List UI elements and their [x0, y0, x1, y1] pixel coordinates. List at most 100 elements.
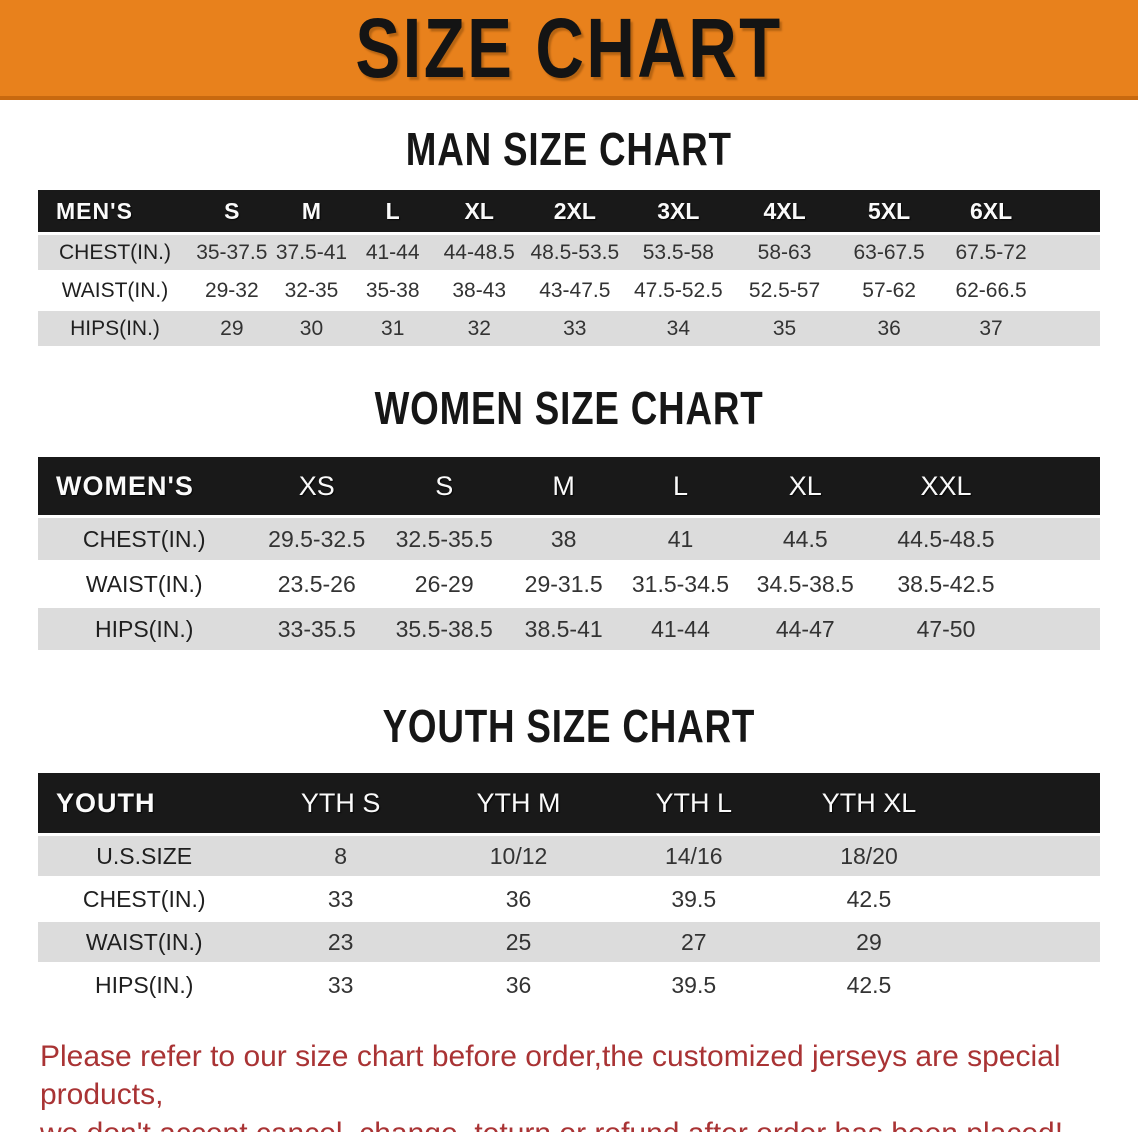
youth-section-title-text: YOUTH SIZE CHART: [382, 700, 756, 752]
column-header: 5XL: [837, 190, 941, 232]
table-cell: 27: [606, 922, 782, 962]
table-cell: 44.5: [738, 518, 872, 560]
table-cell: 44-47: [738, 608, 872, 650]
table-row: CHEST(IN.) 29.5-32.5 32.5-35.5 38 41 44.5 44.5…: [38, 518, 1100, 560]
men-table-header: MEN'S S M L XL 2XL 3XL 4XL 5XL 6XL: [38, 190, 1100, 232]
column-header: 2XL: [524, 190, 626, 232]
table-cell: 30: [271, 311, 352, 346]
table-cell: 10/12: [430, 836, 607, 876]
row-spacer: [1020, 518, 1100, 560]
youth-section-title: YOUTH SIZE CHART: [0, 699, 1138, 753]
men-table-body: CHEST(IN.) 35-37.5 37.5-41 41-44 44-48.5 48.5…: [38, 235, 1100, 346]
header-row: WOMEN'S XS S M L XL XXL: [38, 457, 1100, 515]
table-cell: 8: [250, 836, 431, 876]
women-section-title-text: WOMEN SIZE CHART: [374, 382, 764, 434]
table-cell: 37: [940, 311, 1042, 346]
row-label: CHEST(IN.): [38, 879, 251, 919]
table-cell: 14/16: [606, 836, 782, 876]
table-row: WAIST(IN.) 23.5-26 26-29 29-31.5 31.5-34.5 34…: [38, 563, 1100, 605]
row-spacer: [956, 922, 1100, 962]
table-cell: 18/20: [781, 836, 957, 876]
table-row: CHEST(IN.) 35-37.5 37.5-41 41-44 44-48.5 48.5…: [38, 235, 1100, 270]
table-cell: 33: [250, 965, 431, 1005]
table-cell: 39.5: [606, 879, 782, 919]
table-cell: 42.5: [781, 879, 957, 919]
men-size-table: MEN'S S M L XL 2XL 3XL 4XL 5XL 6XL CHEST(IN.) 35-3…: [38, 187, 1100, 349]
table-cell: 47.5-52.5: [625, 273, 732, 308]
column-header: XL: [434, 190, 525, 232]
row-label: WAIST(IN.): [38, 922, 251, 962]
table-cell: 38.5-41: [505, 608, 623, 650]
table-group-label: YOUTH: [38, 773, 251, 833]
women-table-header: WOMEN'S XS S M L XL XXL: [38, 457, 1100, 515]
banner-title: SIZE CHART: [355, 0, 783, 95]
table-cell: 37.5-41: [271, 235, 352, 270]
table-cell: 35-37.5: [192, 235, 272, 270]
table-cell: 41: [622, 518, 739, 560]
column-header: 6XL: [940, 190, 1042, 232]
table-cell: 67.5-72: [940, 235, 1042, 270]
column-header: 4XL: [731, 190, 838, 232]
column-header: L: [622, 457, 739, 515]
table-cell: 36: [837, 311, 941, 346]
column-header: YTH L: [606, 773, 782, 833]
table-cell: 52.5-57: [731, 273, 838, 308]
table-cell: 35-38: [351, 273, 435, 308]
women-size-table: WOMEN'S XS S M L XL XXL CHEST(IN.) 29.5-32.5 32.…: [38, 454, 1100, 653]
table-group-label: WOMEN'S: [38, 457, 251, 515]
table-cell: 48.5-53.5: [524, 235, 626, 270]
table-cell: 44.5-48.5: [871, 518, 1021, 560]
table-cell: 34.5-38.5: [738, 563, 872, 605]
row-label: U.S.SIZE: [38, 836, 251, 876]
column-header: M: [271, 190, 352, 232]
table-cell: 33: [524, 311, 626, 346]
table-cell: 29.5-32.5: [250, 518, 384, 560]
column-header: YTH M: [430, 773, 607, 833]
column-header: YTH S: [250, 773, 431, 833]
disclaimer-line-1: Please refer to our size chart before or…: [40, 1040, 1061, 1112]
table-row: WAIST(IN.) 29-32 32-35 35-38 38-43 43-47.5 47.…: [38, 273, 1100, 308]
row-label: WAIST(IN.): [38, 273, 192, 308]
table-cell: 38.5-42.5: [871, 563, 1021, 605]
header-spacer: [956, 773, 1100, 833]
row-spacer: [1020, 563, 1100, 605]
table-cell: 41-44: [622, 608, 739, 650]
table-cell: 36: [430, 965, 607, 1005]
header-row: YOUTH YTH S YTH M YTH L YTH XL: [38, 773, 1100, 833]
table-cell: 43-47.5: [524, 273, 626, 308]
table-cell: 32.5-35.5: [383, 518, 506, 560]
column-header: S: [192, 190, 272, 232]
column-header: XXL: [871, 457, 1021, 515]
header-row: MEN'S S M L XL 2XL 3XL 4XL 5XL 6XL: [38, 190, 1100, 232]
column-header: YTH XL: [781, 773, 957, 833]
header-spacer: [1041, 190, 1100, 232]
table-cell: 44-48.5: [434, 235, 525, 270]
youth-size-table: YOUTH YTH S YTH M YTH L YTH XL U.S.SIZE 8 10/1…: [38, 770, 1100, 1008]
table-cell: 31.5-34.5: [622, 563, 739, 605]
table-group-label: MEN'S: [38, 190, 192, 232]
table-cell: 38-43: [434, 273, 525, 308]
row-spacer: [956, 879, 1100, 919]
table-row: HIPS(IN.) 29 30 31 32 33 34 35 36 37: [38, 311, 1100, 346]
row-label: HIPS(IN.): [38, 965, 251, 1005]
row-label: HIPS(IN.): [38, 608, 251, 650]
column-header: S: [383, 457, 506, 515]
column-header: XS: [250, 457, 384, 515]
table-row: HIPS(IN.) 33-35.5 35.5-38.5 38.5-41 41-44 44-…: [38, 608, 1100, 650]
row-label: CHEST(IN.): [38, 235, 192, 270]
table-cell: 47-50: [871, 608, 1021, 650]
table-cell: 29: [781, 922, 957, 962]
column-header: L: [351, 190, 435, 232]
row-spacer: [1041, 235, 1100, 270]
table-cell: 41-44: [351, 235, 435, 270]
table-cell: 32: [434, 311, 525, 346]
row-spacer: [1041, 273, 1100, 308]
table-row: WAIST(IN.) 23 25 27 29: [38, 922, 1100, 962]
men-section-title: MAN SIZE CHART: [0, 122, 1138, 176]
row-spacer: [1041, 311, 1100, 346]
women-table-body: CHEST(IN.) 29.5-32.5 32.5-35.5 38 41 44.5 44.5…: [38, 518, 1100, 650]
table-cell: 58-63: [731, 235, 838, 270]
disclaimer-line-2: we don't accept cancel, change, teturn o…: [40, 1115, 1118, 1132]
table-cell: 63-67.5: [837, 235, 941, 270]
table-cell: 35: [731, 311, 838, 346]
